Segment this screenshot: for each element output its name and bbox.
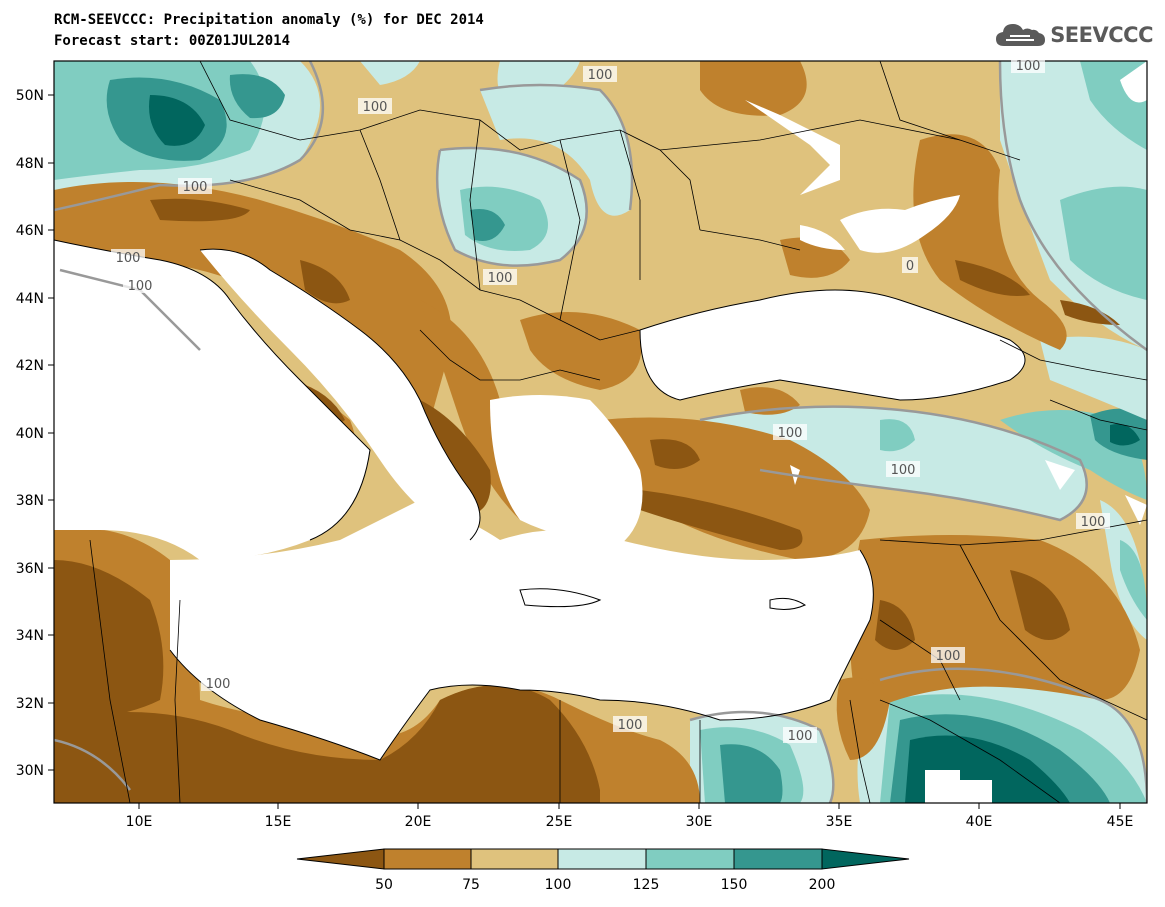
contour-label: 100 [128, 279, 153, 294]
country-borders [89, 61, 1147, 803]
lon-label: 40E [966, 814, 993, 830]
lon-label: 25E [546, 814, 573, 830]
latitude-labels: 50N 48N 46N 44N 42N 40N 38N 36N 34N 32N … [16, 88, 44, 779]
colorbar: 50 75 100 125 150 200 [296, 848, 910, 893]
contour-label: 100 [936, 649, 961, 664]
colorbar-tick: 200 [809, 877, 836, 893]
colorbar-swatch [645, 848, 735, 870]
longitude-labels: 10E 15E 20E 25E 30E 35E 40E 45E [126, 814, 1134, 830]
colorbar-swatch [733, 848, 823, 870]
lat-label: 38N [16, 493, 44, 509]
lat-label: 42N [16, 358, 44, 374]
colorbar-tick: 100 [545, 877, 572, 893]
lat-label: 32N [16, 696, 44, 712]
contour-label: 100 [588, 68, 613, 83]
colorbar-tick: 125 [633, 877, 660, 893]
contour-label: 100 [618, 718, 643, 733]
contour-label: 0 [906, 259, 914, 274]
map-frame [53, 60, 1148, 804]
lat-label: 30N [16, 763, 44, 779]
axis-ticks [48, 94, 1121, 809]
map-title: RCM-SEEVCCC: Precipitation anomaly (%) f… [54, 12, 484, 28]
lon-label: 10E [126, 814, 153, 830]
lon-label: 20E [405, 814, 432, 830]
contour-label: 100 [788, 729, 813, 744]
colorbar-swatch [383, 848, 472, 870]
contour-labels: 100 100 100 100 100 100 100 100 100 100 … [111, 57, 1110, 744]
colorbar-tick: 50 [375, 877, 393, 893]
contour-label: 100 [363, 100, 388, 115]
forecast-start-subtitle: Forecast start: 00Z01JUL2014 [54, 33, 291, 49]
contour-label: 100 [488, 271, 513, 286]
contour-label: 100 [1016, 59, 1041, 74]
logo-text: SEEVCCC [1050, 23, 1153, 47]
lat-label: 40N [16, 426, 44, 442]
lat-label: 36N [16, 561, 44, 577]
lat-label: 48N [16, 156, 44, 172]
lat-label: 46N [16, 223, 44, 239]
contour-label: 100 [891, 463, 916, 478]
lat-label: 44N [16, 291, 44, 307]
colorbar-swatch [821, 848, 910, 870]
colorbar-tick: 75 [462, 877, 480, 893]
colorbar-swatch [470, 848, 559, 870]
lon-label: 15E [265, 814, 292, 830]
lat-label: 34N [16, 628, 44, 644]
cloud-icon [996, 24, 1046, 46]
colorbar-swatch [296, 848, 385, 870]
contour-label: 100 [206, 677, 231, 692]
lon-label: 45E [1107, 814, 1134, 830]
anomaly-field [54, 61, 1147, 803]
colorbar-tick: 150 [721, 877, 748, 893]
contour-label: 100 [116, 251, 141, 266]
contour-label: 100 [1081, 515, 1106, 530]
colorbar-swatch [557, 848, 647, 870]
lat-label: 50N [16, 88, 44, 104]
contour-label: 100 [183, 180, 208, 195]
seevccc-logo: SEEVCCC [994, 20, 1153, 50]
lon-label: 30E [686, 814, 713, 830]
contour-label: 100 [778, 426, 803, 441]
lon-label: 35E [826, 814, 853, 830]
